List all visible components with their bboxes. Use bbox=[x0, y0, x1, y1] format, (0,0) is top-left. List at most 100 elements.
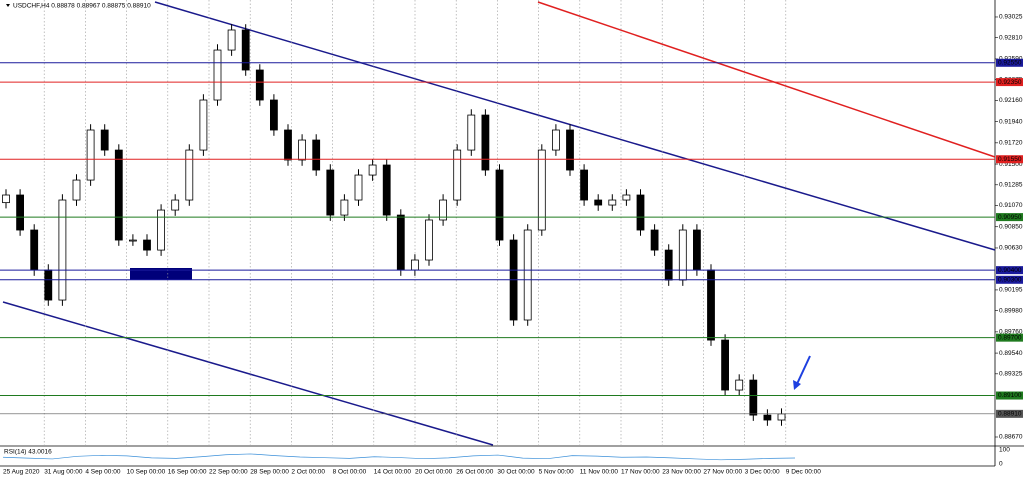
candle-body bbox=[523, 229, 532, 321]
candle-body bbox=[693, 229, 701, 271]
candle-body bbox=[58, 199, 67, 301]
x-tick-label: 27 Nov 00:00 bbox=[703, 469, 742, 476]
level-label-box bbox=[996, 409, 1023, 418]
candle-body bbox=[241, 29, 250, 71]
candle-body bbox=[100, 129, 109, 151]
y-tick-label: 0.92810 bbox=[999, 34, 1023, 41]
candle-body bbox=[16, 194, 25, 231]
level-label-box bbox=[996, 155, 1023, 164]
trend-line bbox=[154, 1, 996, 251]
x-tick-label: 8 Oct 00:00 bbox=[333, 469, 367, 476]
candle-body bbox=[552, 129, 560, 151]
rsi-line bbox=[2, 453, 796, 461]
x-tick-label: 28 Sep 00:00 bbox=[250, 469, 289, 476]
candle-body bbox=[171, 199, 180, 211]
level-label-box bbox=[996, 213, 1023, 222]
candle-body bbox=[580, 169, 588, 201]
chart-title: USDCHF,H4 0.88878 0.88967 0.88875 0.8891… bbox=[13, 3, 151, 10]
x-tick-label: 10 Sep 00:00 bbox=[127, 469, 166, 476]
y-tick-label: 0.90630 bbox=[999, 245, 1023, 252]
candle-body bbox=[735, 379, 744, 391]
candle-body bbox=[467, 114, 476, 151]
y-tick-label: 0.88670 bbox=[999, 434, 1023, 441]
candle-body bbox=[481, 114, 490, 171]
level-label: 0.91550 bbox=[998, 156, 1022, 163]
y-tick-label: 0.91285 bbox=[999, 182, 1023, 189]
y-tick-label: 0.90195 bbox=[999, 287, 1023, 294]
rsi-label: RSI(14) 43.0016 bbox=[4, 449, 52, 456]
x-tick-label: 4 Sep 00:00 bbox=[85, 469, 120, 476]
x-tick-label: 9 Dec 00:00 bbox=[786, 469, 821, 476]
level-label-box bbox=[996, 333, 1023, 342]
zone-box bbox=[130, 268, 192, 280]
y-tick-label: 0.91720 bbox=[999, 140, 1023, 147]
candle-body bbox=[114, 149, 123, 241]
level-label: 0.88910 bbox=[998, 411, 1022, 418]
candle-body bbox=[255, 69, 264, 101]
rsi-tick-label: 100 bbox=[999, 447, 1010, 454]
candle-body bbox=[650, 229, 659, 251]
x-tick-label: 20 Oct 00:00 bbox=[415, 469, 453, 476]
candle-body bbox=[2, 194, 10, 204]
level-label: 0.90950 bbox=[998, 214, 1022, 221]
arrow-head bbox=[793, 380, 801, 390]
y-tick-label: 0.91940 bbox=[999, 118, 1023, 125]
candle-body bbox=[566, 129, 574, 171]
level-label-box bbox=[996, 275, 1023, 284]
candle-body bbox=[143, 239, 151, 251]
candle-body bbox=[707, 269, 715, 341]
candle-body bbox=[763, 414, 772, 421]
candle-body bbox=[425, 219, 433, 261]
x-tick-label: 26 Oct 00:00 bbox=[456, 469, 494, 476]
y-tick-label: 0.93025 bbox=[999, 14, 1023, 21]
x-tick-label: 11 Nov 00:00 bbox=[580, 469, 619, 476]
candle-body bbox=[312, 139, 321, 171]
trend-line bbox=[2, 301, 494, 446]
y-tick-label: 0.91070 bbox=[999, 202, 1023, 209]
candle-body bbox=[72, 179, 81, 201]
x-tick-label: 22 Sep 00:00 bbox=[209, 469, 248, 476]
candle-body bbox=[44, 269, 53, 301]
y-tick-label: 0.91500 bbox=[999, 161, 1023, 168]
candle-body bbox=[410, 259, 419, 271]
candle-body bbox=[396, 214, 405, 271]
candle-body bbox=[157, 209, 166, 251]
candle-body bbox=[664, 249, 673, 281]
candle-body bbox=[199, 99, 208, 151]
level-label-box bbox=[996, 266, 1023, 275]
level-label-box bbox=[996, 78, 1023, 87]
y-tick-label: 0.92160 bbox=[999, 97, 1023, 104]
x-tick-label: 3 Dec 00:00 bbox=[745, 469, 780, 476]
trend-line bbox=[537, 1, 996, 158]
x-tick-label: 14 Oct 00:00 bbox=[374, 469, 412, 476]
candle-body bbox=[185, 149, 194, 201]
candle-body bbox=[298, 139, 307, 161]
menu-icon bbox=[6, 4, 10, 7]
level-label-box bbox=[996, 391, 1023, 400]
y-tick-label: 0.89760 bbox=[999, 329, 1023, 336]
x-tick-label: 16 Sep 00:00 bbox=[168, 469, 207, 476]
y-tick-label: 0.89540 bbox=[999, 350, 1023, 357]
level-label: 0.90300 bbox=[998, 277, 1022, 284]
candle-body bbox=[128, 239, 137, 242]
candle-body bbox=[622, 194, 631, 201]
x-tick-label: 25 Aug 2020 bbox=[3, 469, 40, 476]
level-label: 0.89700 bbox=[998, 334, 1022, 341]
candle-body bbox=[608, 199, 617, 206]
y-tick-label: 0.89980 bbox=[999, 307, 1023, 314]
candle-body bbox=[86, 129, 95, 181]
x-tick-label: 31 Aug 00:00 bbox=[44, 469, 83, 476]
rsi-tick-label: 0 bbox=[999, 461, 1003, 468]
candle-body bbox=[382, 164, 391, 216]
candle-body bbox=[213, 49, 222, 101]
candle-body bbox=[284, 129, 292, 161]
level-label: 0.92350 bbox=[998, 79, 1022, 86]
candle-body bbox=[340, 199, 349, 216]
candle-body bbox=[777, 413, 786, 421]
candle-body bbox=[439, 199, 448, 221]
candle-body bbox=[721, 339, 729, 391]
x-tick-label: 17 Nov 00:00 bbox=[621, 469, 660, 476]
candle-body bbox=[368, 164, 377, 176]
